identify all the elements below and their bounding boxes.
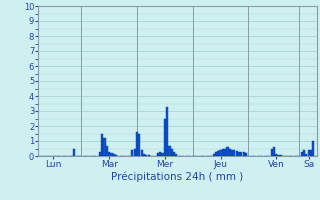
Bar xyxy=(173,152,175,156)
Bar xyxy=(277,154,280,156)
Bar xyxy=(138,134,140,156)
Bar xyxy=(229,148,231,156)
Bar xyxy=(134,148,136,156)
Bar xyxy=(310,150,312,156)
Bar xyxy=(108,152,110,156)
Bar xyxy=(220,150,221,156)
Bar xyxy=(273,147,275,156)
Bar xyxy=(212,154,215,156)
X-axis label: Précipitations 24h ( mm ): Précipitations 24h ( mm ) xyxy=(111,172,244,182)
Bar xyxy=(164,118,166,156)
Bar xyxy=(166,106,168,156)
Bar xyxy=(113,154,115,156)
Bar xyxy=(303,150,305,156)
Bar xyxy=(217,151,219,156)
Bar xyxy=(270,148,273,156)
Bar xyxy=(238,152,240,156)
Bar xyxy=(162,153,164,156)
Bar xyxy=(236,151,238,156)
Bar xyxy=(99,152,101,156)
Bar xyxy=(115,154,117,156)
Bar xyxy=(312,141,314,156)
Bar xyxy=(224,149,226,156)
Bar xyxy=(215,152,217,156)
Bar xyxy=(222,148,224,156)
Bar xyxy=(175,154,178,156)
Bar xyxy=(245,153,247,156)
Bar xyxy=(275,154,277,156)
Bar xyxy=(227,147,228,156)
Bar xyxy=(110,153,113,156)
Bar xyxy=(148,155,150,156)
Bar xyxy=(159,152,161,156)
Bar xyxy=(101,134,103,156)
Bar xyxy=(168,146,171,156)
Bar xyxy=(145,154,147,156)
Bar xyxy=(233,150,236,156)
Bar xyxy=(231,150,233,156)
Bar xyxy=(103,138,106,156)
Bar xyxy=(140,150,143,156)
Bar xyxy=(280,155,282,156)
Bar xyxy=(243,152,245,156)
Bar xyxy=(106,146,108,156)
Bar xyxy=(308,150,310,156)
Bar xyxy=(157,153,159,156)
Bar xyxy=(136,132,138,156)
Bar xyxy=(305,154,308,156)
Bar xyxy=(301,152,303,156)
Bar xyxy=(171,148,173,156)
Bar xyxy=(143,154,145,156)
Bar xyxy=(240,152,243,156)
Bar xyxy=(131,150,133,156)
Bar xyxy=(73,148,76,156)
